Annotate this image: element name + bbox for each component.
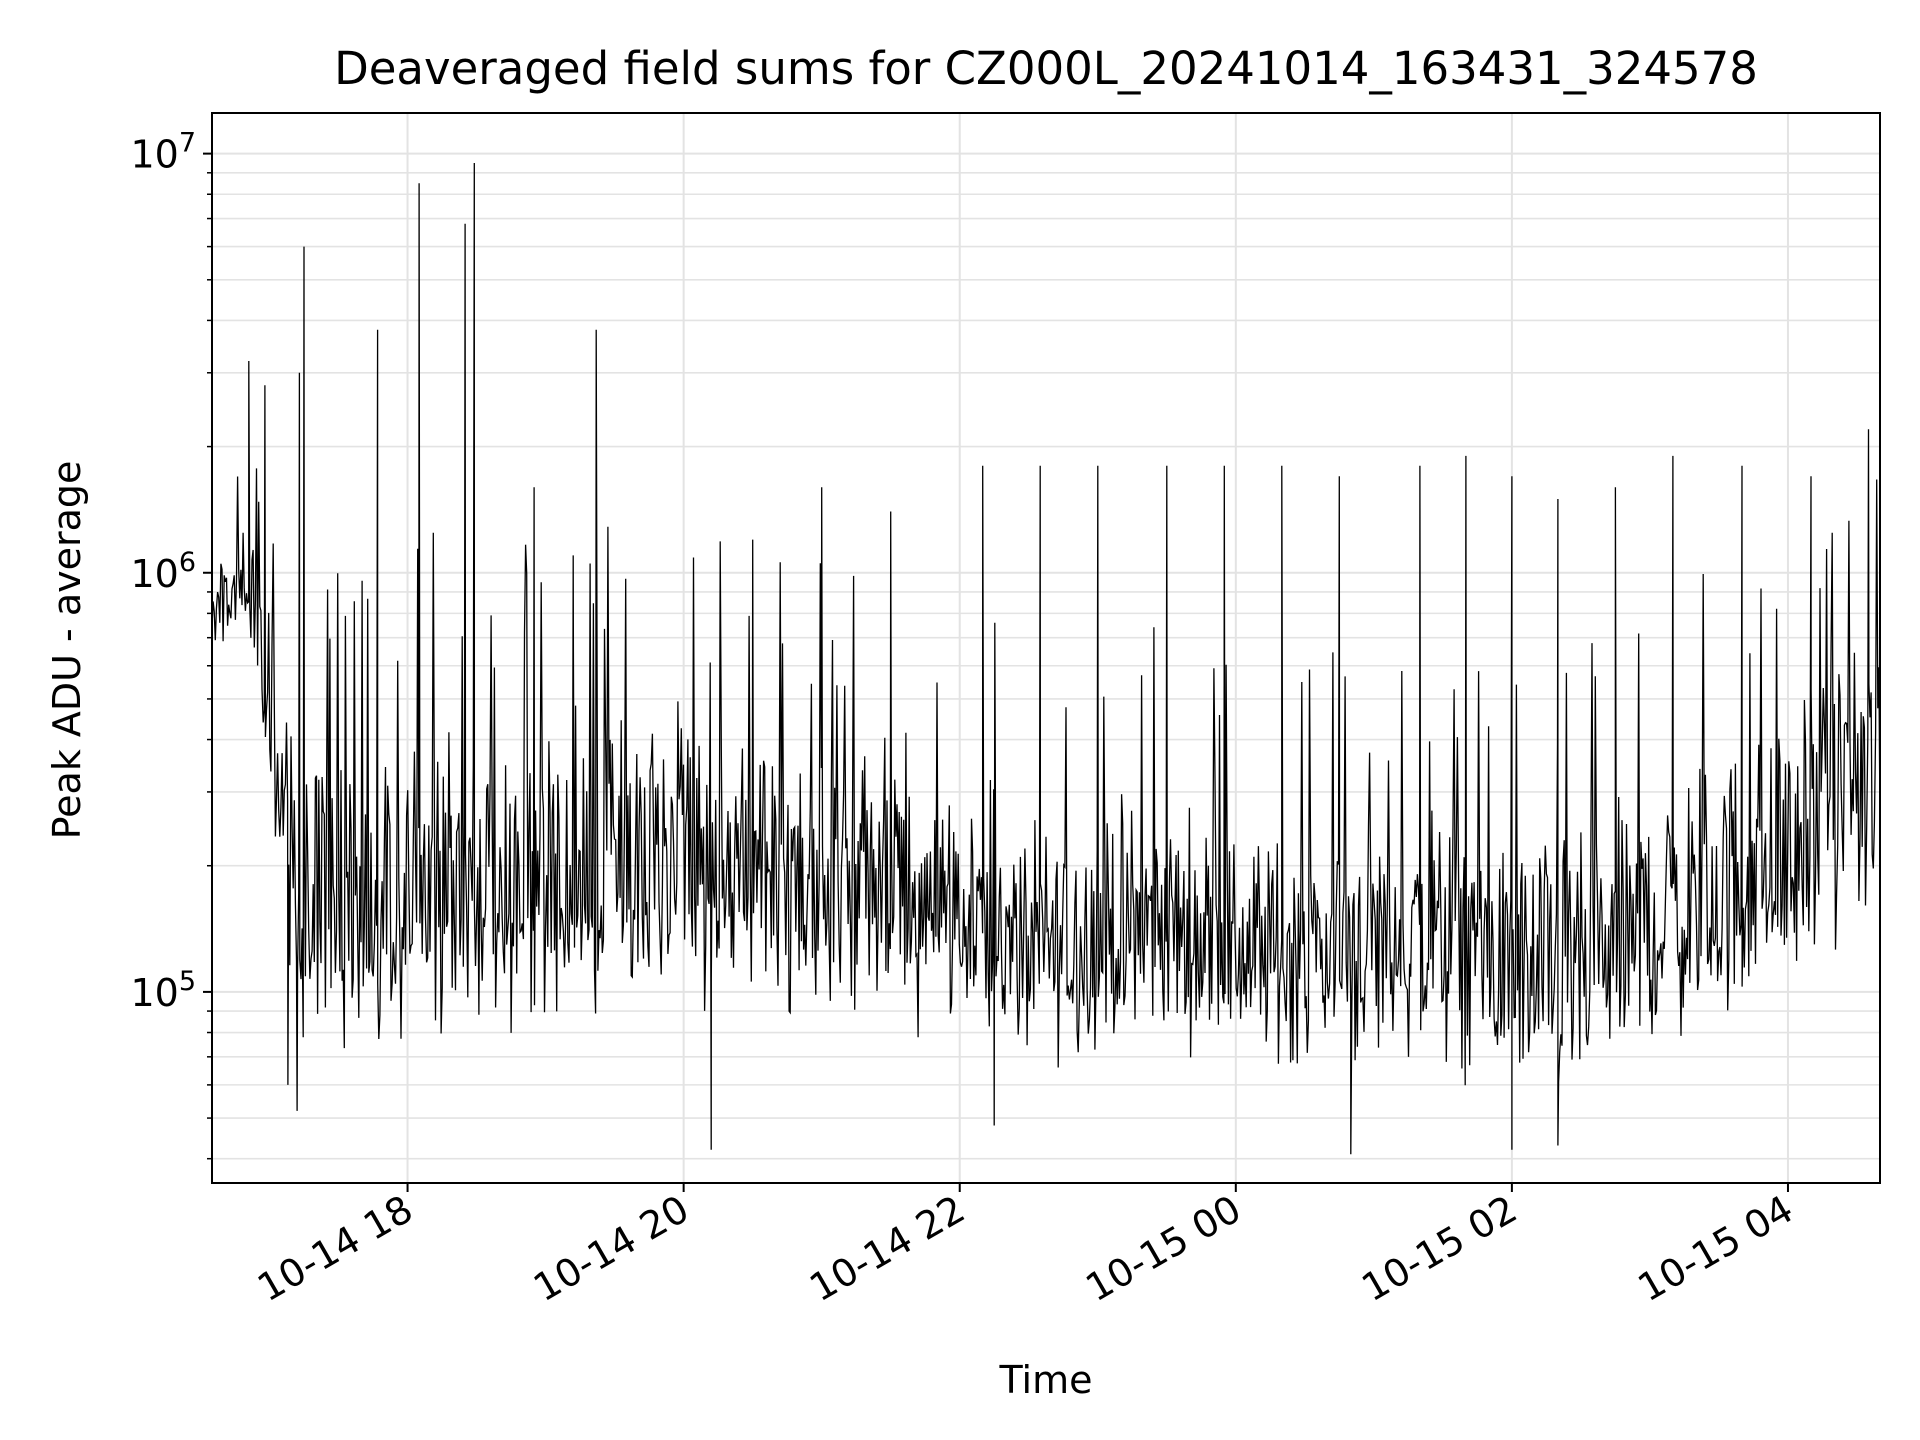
x-tick-label: 10-15 00 <box>1078 1187 1248 1311</box>
grid <box>212 113 1880 1183</box>
y-axis: 105 106 107 <box>130 128 212 1160</box>
series-line <box>211 162 1881 1155</box>
x-axis: 10-14 18 10-14 20 10-14 22 10-15 00 10-15 02… <box>250 1183 1800 1310</box>
x-tick-label: 10-14 18 <box>250 1187 420 1311</box>
y-axis-label: Peak ADU - average <box>45 461 89 840</box>
data-series <box>211 162 1881 1155</box>
plot-frame <box>211 112 1881 1184</box>
chart-title: Deaveraged field sums for CZ000L_2024101… <box>334 42 1758 95</box>
x-tick-label: 10-14 22 <box>802 1187 972 1311</box>
x-tick-label: 10-15 04 <box>1631 1187 1801 1311</box>
y-tick-label: 105 <box>130 966 196 1015</box>
x-tick-label: 10-14 20 <box>526 1187 696 1311</box>
y-tick-label: 107 <box>130 128 196 177</box>
x-axis-label: Time <box>999 1358 1093 1402</box>
plot-area <box>211 112 1881 1184</box>
y-tick-label: 106 <box>130 547 196 596</box>
x-tick-label: 10-15 02 <box>1354 1187 1524 1311</box>
